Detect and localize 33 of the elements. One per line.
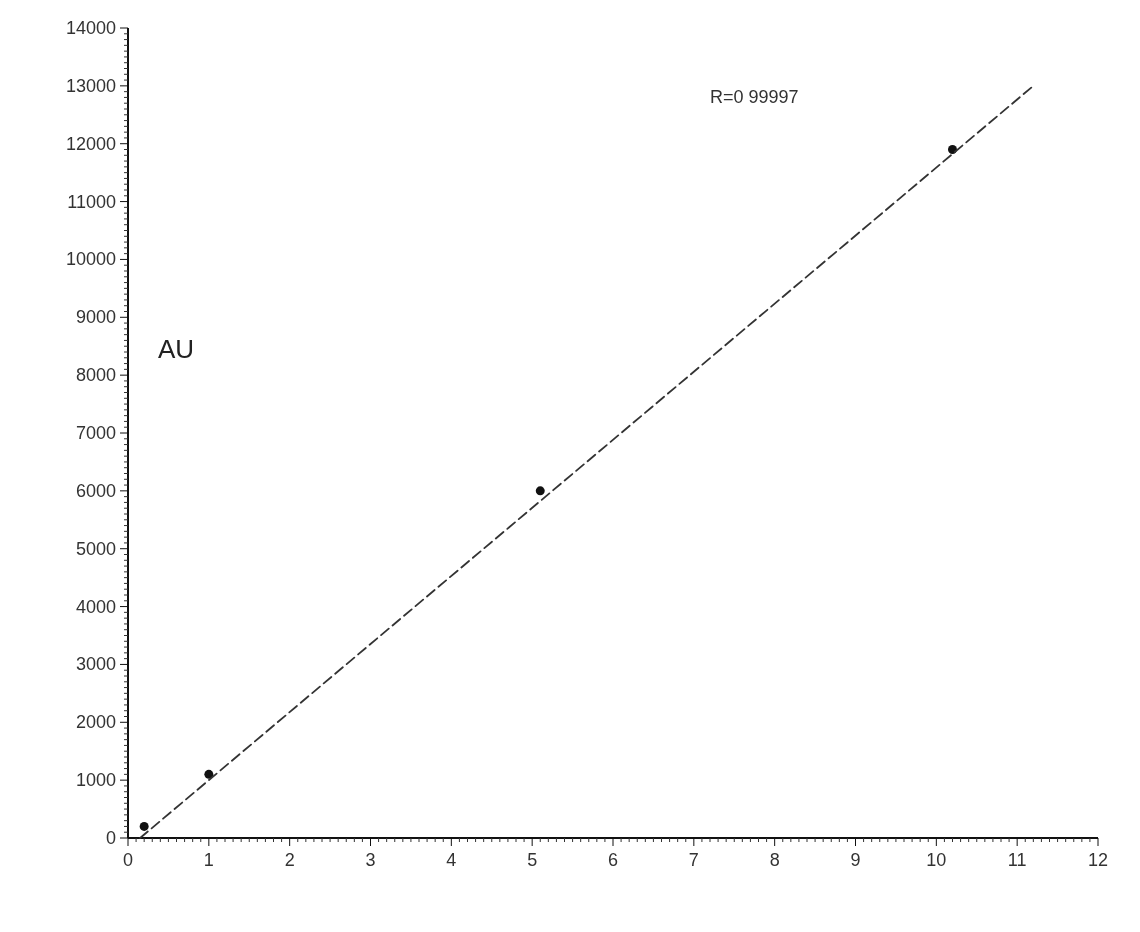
x-tick-label: 1 xyxy=(203,850,214,870)
y-tick-label: 3000 xyxy=(75,654,116,675)
y-tick-label: 11000 xyxy=(67,191,116,212)
y-tick-label: 1000 xyxy=(75,770,116,791)
x-tick-label: 6 xyxy=(607,850,619,870)
x-tick-label: 5 xyxy=(527,850,538,870)
point xyxy=(139,821,149,831)
x-tick-label: 4 xyxy=(446,850,457,870)
x-tick-label: 3 xyxy=(365,850,376,870)
x-tick-label: 9 xyxy=(850,850,861,870)
x-tick-label: 7 xyxy=(688,850,699,870)
y-tick-label: 2000 xyxy=(75,712,116,733)
x-tick-label: 11 xyxy=(1007,850,1027,870)
y-tick-label: 13000 xyxy=(65,75,116,96)
y-axis-title: AU xyxy=(158,333,195,364)
point xyxy=(204,769,214,779)
y-tick-label: 4000 xyxy=(75,596,116,617)
annotation: R=0 99997 xyxy=(710,87,799,107)
x-tick-label: 10 xyxy=(926,850,947,870)
x-tick-label: 8 xyxy=(769,850,780,870)
x-tick-label: 12 xyxy=(1087,850,1109,870)
point xyxy=(535,486,545,496)
x-tick-label: 0 xyxy=(122,850,134,870)
y-tick-label: 8000 xyxy=(75,365,116,386)
y-tick-label: 10000 xyxy=(65,249,116,270)
y-tick-label: 5000 xyxy=(75,538,116,559)
y-tick-label: 12000 xyxy=(65,133,116,154)
y-tick-label: 0 xyxy=(105,828,116,848)
y-tick-label: 6000 xyxy=(75,480,116,501)
y-tick-label: 7000 xyxy=(75,423,116,443)
y-tick-label: 14000 xyxy=(65,18,116,38)
y-tick-label: 9000 xyxy=(75,307,116,328)
x-tick-label: 2 xyxy=(284,850,295,870)
